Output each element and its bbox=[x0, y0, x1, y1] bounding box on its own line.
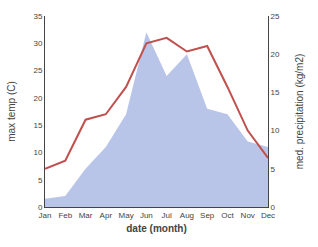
svg-text:35: 35 bbox=[33, 12, 42, 21]
svg-text:10: 10 bbox=[33, 148, 42, 157]
svg-text:15: 15 bbox=[33, 121, 42, 130]
svg-text:Jul: Jul bbox=[162, 211, 172, 220]
svg-text:Sep: Sep bbox=[200, 211, 215, 220]
svg-text:med. precipitation (kg/m2): med. precipitation (kg/m2) bbox=[294, 54, 305, 170]
svg-text:Nov: Nov bbox=[241, 211, 255, 220]
svg-text:Mar: Mar bbox=[79, 211, 93, 220]
svg-text:20: 20 bbox=[271, 50, 280, 59]
svg-text:25: 25 bbox=[33, 66, 42, 75]
svg-text:Feb: Feb bbox=[58, 211, 72, 220]
svg-text:Apr: Apr bbox=[100, 211, 113, 220]
svg-text:30: 30 bbox=[33, 39, 42, 48]
svg-text:max temp (C): max temp (C) bbox=[6, 81, 17, 142]
svg-text:0: 0 bbox=[271, 203, 276, 212]
svg-text:0: 0 bbox=[38, 203, 43, 212]
svg-text:Dec: Dec bbox=[261, 211, 275, 220]
svg-text:20: 20 bbox=[33, 94, 42, 103]
svg-text:Oct: Oct bbox=[221, 211, 234, 220]
svg-text:date (month): date (month) bbox=[126, 223, 187, 234]
svg-text:Aug: Aug bbox=[180, 211, 194, 220]
svg-text:5: 5 bbox=[271, 165, 276, 174]
svg-text:10: 10 bbox=[271, 126, 280, 135]
svg-text:15: 15 bbox=[271, 88, 280, 97]
svg-text:25: 25 bbox=[271, 12, 280, 21]
svg-text:May: May bbox=[119, 211, 134, 220]
svg-text:5: 5 bbox=[38, 176, 43, 185]
svg-text:Jan: Jan bbox=[39, 211, 52, 220]
svg-text:Jun: Jun bbox=[140, 211, 153, 220]
